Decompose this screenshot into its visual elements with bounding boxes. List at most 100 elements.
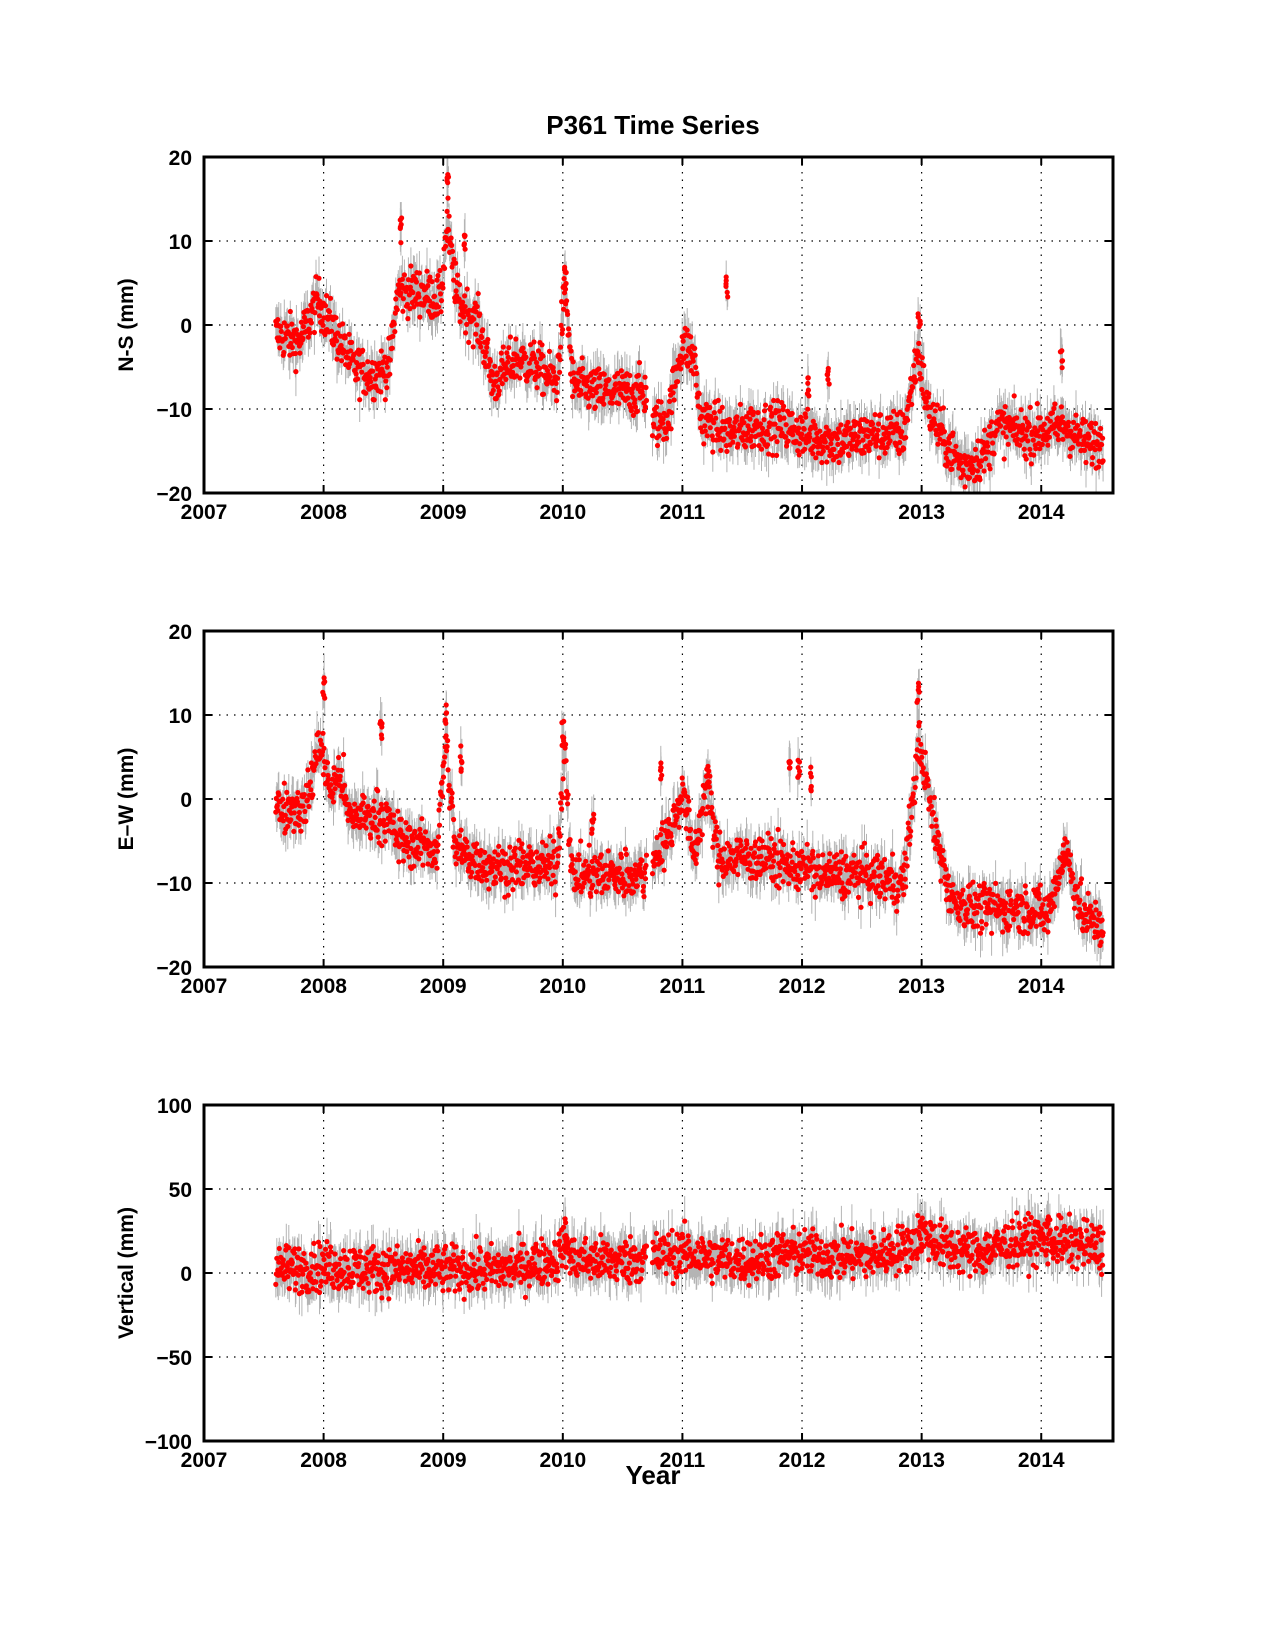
data-point [1089,420,1095,426]
data-point [666,1232,672,1238]
data-point [519,881,526,887]
data-point [878,1262,884,1268]
data-point [810,451,816,457]
data-point [882,450,888,456]
data-point [407,306,413,312]
data-point [392,1251,398,1257]
data-point [666,422,672,428]
data-point [424,268,430,274]
data-point [665,1241,671,1247]
data-point [899,429,905,435]
data-point [869,882,876,888]
data-point [559,806,565,812]
data-point [958,891,965,898]
data-point [896,1268,902,1274]
data-point [861,1268,868,1274]
data-point [608,1264,614,1271]
data-point [1090,455,1096,461]
data-point [485,336,491,343]
data-point [495,852,501,858]
data-point [1037,415,1043,421]
data-point [651,424,657,430]
data-point [457,282,463,288]
data-point [889,869,895,875]
data-point [705,772,711,778]
data-point [446,1287,452,1293]
data-point [894,898,900,904]
data-point [947,1251,953,1257]
data-point [330,799,337,805]
data-point [699,832,705,838]
data-point [586,403,592,409]
data-point [699,1235,705,1242]
data-point [502,1281,508,1287]
data-point [1001,1228,1007,1234]
data-point [710,449,716,455]
data-point [936,832,942,838]
data-point [685,794,691,800]
data-point [668,833,674,839]
data-point [318,741,325,748]
data-point [1065,423,1071,429]
data-point [444,748,450,754]
data-point [682,1218,688,1224]
data-point [923,771,929,777]
data-point [821,1259,827,1265]
data-point [1096,933,1102,939]
data-point [519,360,525,366]
data-point [411,863,417,869]
data-point [765,830,771,836]
data-point [1097,911,1103,917]
data-point [534,385,540,391]
data-point [867,900,874,907]
data-point [572,869,578,875]
data-point [1002,404,1008,410]
data-point [273,1281,279,1287]
data-point [704,1255,710,1261]
data-point [1060,851,1066,857]
data-point [1026,423,1032,430]
data-point [463,1279,469,1285]
data-point [515,877,522,883]
data-point [838,849,845,855]
data-point [792,868,798,875]
data-point [460,1249,466,1255]
data-point [592,1245,598,1251]
data-point [907,1264,913,1271]
data-point [801,855,807,861]
data-point [429,1252,436,1258]
data-point [1055,886,1061,892]
data-point [486,362,492,368]
data-point [606,877,612,883]
data-point [440,1251,447,1257]
data-point [591,811,597,818]
data-point [799,1265,805,1271]
data-point [954,890,961,896]
data-point [553,892,559,898]
data-point [520,849,527,855]
data-point [909,814,915,820]
data-point [1037,914,1043,920]
data-point [1028,461,1034,467]
data-point [363,1275,369,1281]
data-point [324,1239,330,1245]
data-point [1060,858,1066,864]
data-point [510,362,516,369]
data-point [830,1260,837,1266]
data-point [640,888,646,894]
data-point [391,812,397,818]
data-point [507,334,513,340]
data-point [580,884,586,890]
data-point [574,1272,580,1278]
data-point [500,344,506,350]
data-point [734,845,741,851]
data-point [901,446,907,452]
data-point [505,359,511,365]
data-point [932,408,938,414]
data-point [634,408,641,414]
y-tick-label: 10 [169,705,192,728]
data-point [807,434,813,440]
data-point [940,1262,947,1268]
data-point [640,392,646,398]
data-point [397,224,403,230]
